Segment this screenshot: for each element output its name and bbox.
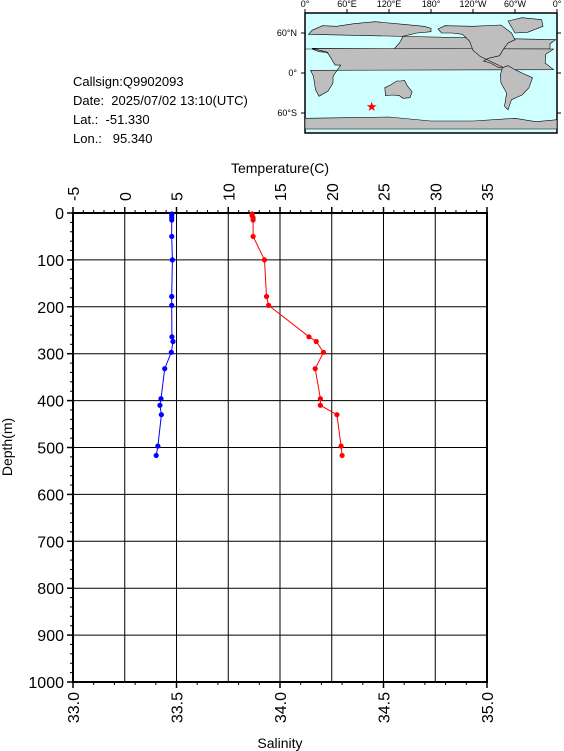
temperature-tick-label: 20 <box>325 183 342 201</box>
temperature-data-point <box>334 412 340 418</box>
salinity-data-point <box>168 349 174 355</box>
map-lat-label: 0° <box>288 68 297 78</box>
depth-tick-label: 0 <box>55 206 64 223</box>
land-polygon <box>437 24 516 69</box>
depth-tick-label: 200 <box>37 300 64 317</box>
salinity-data-point <box>155 443 161 449</box>
depth-tick-label: 900 <box>37 628 64 645</box>
depth-tick-label: 1000 <box>28 675 64 692</box>
salinity-data-point <box>169 302 175 308</box>
depth-tick-label: 800 <box>37 581 64 598</box>
salinity-data-point <box>158 396 164 402</box>
land-polygon <box>384 79 413 99</box>
depth-tick-label: 600 <box>37 487 64 504</box>
map-lon-label: 0° <box>301 0 310 9</box>
land-polygon <box>310 48 555 97</box>
temperature-data-point <box>313 338 319 345</box>
land-polygon <box>304 116 558 130</box>
temperature-data-point <box>266 302 272 308</box>
temperature-tick-label: 5 <box>170 192 187 201</box>
salinity-data-point <box>169 217 175 223</box>
salinity-data-point <box>158 412 164 418</box>
map-lon-label: 120°E <box>377 0 402 9</box>
temperature-data-point <box>306 334 312 340</box>
depth-tick-label: 500 <box>37 441 64 458</box>
temperature-tick-label: 15 <box>273 183 290 201</box>
temperature-data-point <box>263 293 270 300</box>
station-marker: ★ <box>366 100 378 115</box>
map-lon-label: 180° <box>422 0 441 9</box>
longitude-text: Lon.: 95.340 <box>73 131 153 146</box>
map-lon-label: 120°W <box>459 0 487 9</box>
map-lon-label: 60°E <box>337 0 357 9</box>
temperature-data-point <box>250 233 256 240</box>
salinity-data-point <box>169 257 175 263</box>
temperature-data-point <box>338 443 344 449</box>
salinity-axis-title: Salinity <box>257 735 302 751</box>
temperature-data-point <box>317 402 323 408</box>
temperature-tick-label: -5 <box>66 187 83 201</box>
temperature-data-point <box>317 396 323 402</box>
temperature-profile-line <box>251 213 343 456</box>
temperature-tick-label: 10 <box>221 183 238 201</box>
temperature-data-point <box>250 217 256 223</box>
salinity-data-point <box>162 366 168 372</box>
salinity-data-point <box>170 338 176 345</box>
depth-tick-label: 700 <box>37 534 64 551</box>
temperature-data-point <box>320 349 327 355</box>
depth-axis-title: Depth(m) <box>0 418 15 476</box>
salinity-data-point <box>157 402 163 408</box>
salinity-data-point <box>169 334 175 340</box>
salinity-tick-label: 33.5 <box>170 692 187 723</box>
map-lat-label: 60°N <box>277 28 297 38</box>
map-lon-label: 60°W <box>504 0 527 9</box>
temperature-tick-label: 25 <box>377 183 394 201</box>
callsign-text: Callsign:Q9902093 <box>73 74 184 89</box>
land-polygon <box>499 65 533 111</box>
salinity-tick-label: 34.0 <box>273 692 290 723</box>
depth-tick-label: 100 <box>37 253 64 270</box>
map-lat-label: 60°S <box>277 108 297 118</box>
temperature-data-point <box>339 452 345 459</box>
salinity-tick-label: 35.0 <box>480 692 497 723</box>
map-land: ★ <box>304 17 558 130</box>
temperature-tick-label: 30 <box>428 183 445 201</box>
temperature-tick-label: 0 <box>118 192 135 201</box>
temperature-axis-title: Temperature(C) <box>231 160 329 176</box>
map-graticule-labels: 0° 60°E 120°E 180° 120°W 60°W 0° 60°N 0° 60°S <box>277 0 562 118</box>
date-text: Date: 2025/07/02 13:10(UTC) <box>73 93 248 108</box>
map-lon-label: 0° <box>553 0 562 9</box>
land-polygon <box>507 17 544 34</box>
salinity-tick-label: 33.0 <box>66 692 83 723</box>
latitude-text: Lat.: -51.330 <box>73 112 150 127</box>
temperature-tick-label: 35 <box>480 183 497 201</box>
station-info: Callsign:Q9902093 Date: 2025/07/02 13:10… <box>73 72 248 148</box>
temperature-data-point <box>312 366 318 372</box>
temperature-data-point <box>261 257 268 263</box>
salinity-data-point <box>169 233 175 240</box>
salinity-tick-label: 34.5 <box>377 692 394 723</box>
depth-tick-label: 300 <box>37 347 64 364</box>
salinity-data-point <box>169 293 175 300</box>
depth-tick-label: 400 <box>37 394 64 411</box>
salinity-data-point <box>153 452 159 459</box>
